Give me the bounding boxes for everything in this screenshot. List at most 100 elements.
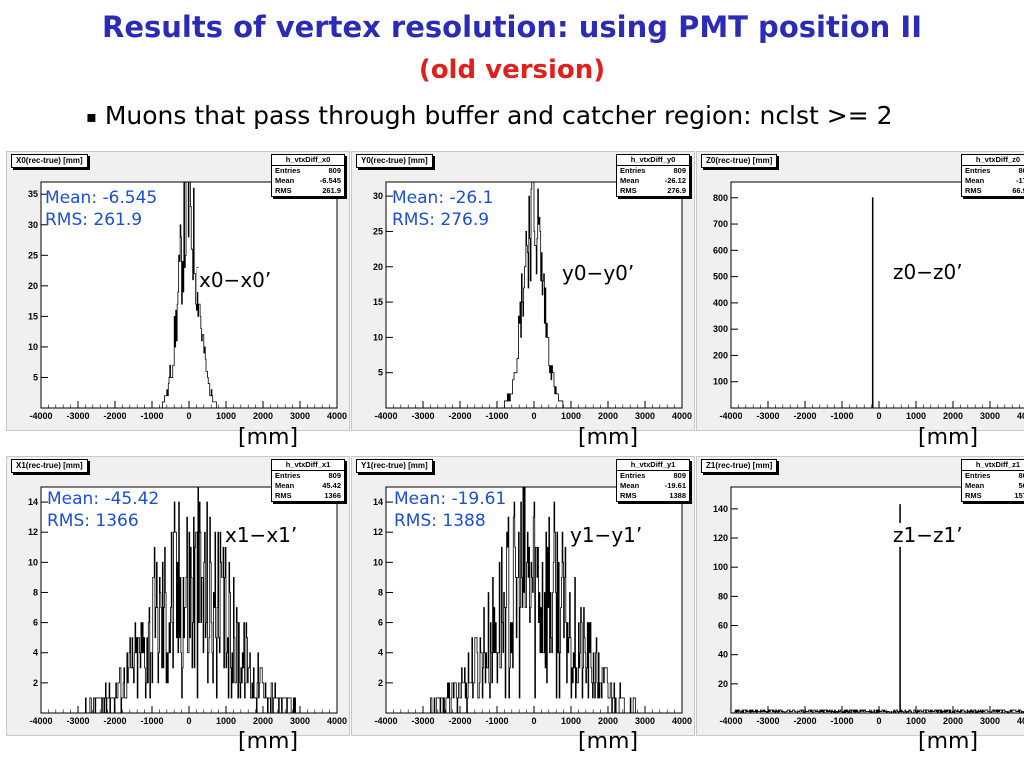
stats-row-mean: Mean 45.42: [272, 481, 344, 491]
histogram-title: Y0(rec-true) [mm]: [356, 154, 433, 168]
stats-key: RMS: [965, 186, 982, 195]
x-tick-label: -3000: [411, 411, 434, 421]
x-tick-label: -3000: [756, 716, 779, 726]
stats-key: Entries: [965, 166, 991, 175]
y-tick-label: 30: [373, 191, 383, 201]
mean-rms-annotation: Mean: -45.42 RMS: 1366: [47, 488, 159, 532]
stats-key: Mean: [620, 481, 640, 490]
x-tick-label: -2000: [793, 411, 816, 421]
stats-row-entries: Entries 809: [962, 166, 1024, 176]
x-tick-label: -3000: [756, 411, 779, 421]
x-tick-label: 1000: [561, 716, 581, 726]
y-tick-label: 20: [718, 679, 728, 689]
x-tick-label: -3000: [66, 411, 89, 421]
x-tick-label: -4000: [29, 716, 52, 726]
histogram-plot-x0: -4000 -3000 -2000 -1000 0 1000 2000 3000 4000 5 10…: [28, 181, 347, 421]
y-tick-label: 20: [373, 262, 383, 272]
y-tick-label: 2: [378, 678, 383, 688]
y-tick-label: 700: [713, 219, 728, 229]
y-tick-label: 140: [713, 504, 728, 514]
y-tick-label: 5: [378, 368, 383, 378]
x-tick-label: 0: [876, 716, 881, 726]
stats-key: Entries: [275, 471, 301, 480]
annotation-rms: RMS: 276.9: [392, 210, 490, 230]
y-tick-label: 100: [713, 562, 728, 572]
stats-row-mean: Mean -175: [962, 176, 1024, 186]
stats-name: h_vtxDiff_y1: [617, 460, 689, 471]
slide-subtitle: (old version): [418, 55, 606, 85]
stats-row-entries: Entries 809: [617, 166, 689, 176]
x-tick-label: 3000: [980, 411, 1000, 421]
variable-label: x0−x0’: [197, 268, 274, 292]
y-tick-label: 500: [713, 272, 728, 282]
y-tick-label: 10: [373, 332, 383, 342]
stats-value: 566: [1018, 481, 1024, 490]
x-tick-label: 3000: [290, 716, 310, 726]
x-tick-label: -1000: [140, 716, 163, 726]
x-tick-label: 0: [186, 411, 191, 421]
y-tick-label: 8: [378, 587, 383, 597]
histogram-plot-z0: -4000 -3000 -2000 -1000 0 1000 2000 3000 4000 100…: [713, 181, 1024, 421]
y-tick-label: 600: [713, 245, 728, 255]
stats-value: 809: [1018, 471, 1024, 480]
stats-row-entries: Entries 809: [962, 471, 1024, 481]
y-tick-label: 25: [28, 250, 38, 260]
histogram-panel-x0: -4000 -3000 -2000 -1000 0 1000 2000 3000 4000 5 10…: [6, 151, 350, 431]
variable-label: z0−z0’: [891, 260, 965, 284]
x-tick-label: 2000: [253, 411, 273, 421]
stats-value: 276.9: [667, 186, 686, 195]
y-tick-label: 35: [28, 189, 38, 199]
annotation-mean: Mean: -45.42: [47, 489, 160, 509]
stats-value: 1388: [669, 491, 686, 500]
x-tick-label: 2000: [598, 411, 618, 421]
unit-label-z0: [mm]: [918, 425, 979, 450]
y-tick-label: 2: [33, 678, 38, 688]
x-tick-label: -2000: [103, 411, 126, 421]
stats-row-mean: Mean -19.61: [617, 481, 689, 491]
x-tick-label: 1000: [906, 411, 926, 421]
y-tick-label: 6: [378, 618, 383, 628]
stats-box: h_vtxDiff_y1 Entries 809 Mean -19.61 RMS 13…: [616, 459, 690, 502]
x-tick-label: 2000: [943, 716, 963, 726]
x-tick-label: -2000: [103, 716, 126, 726]
variable-label: x1−x1’: [223, 523, 300, 547]
x-tick-label: 0: [186, 716, 191, 726]
x-tick-label: 0: [876, 411, 881, 421]
annotation-mean: Mean: -26.1: [392, 188, 494, 208]
x-tick-label: 0: [531, 411, 536, 421]
stats-key: RMS: [275, 186, 292, 195]
stats-value: -19.61: [664, 481, 686, 490]
histogram-title: X1(rec-true) [mm]: [11, 459, 88, 473]
x-tick-label: 2000: [598, 716, 618, 726]
unit-label-y0: [mm]: [578, 425, 639, 450]
x-tick-label: 3000: [980, 716, 1000, 726]
x-tick-label: -4000: [29, 411, 52, 421]
stats-key: Entries: [620, 166, 646, 175]
histogram-series: [386, 486, 682, 714]
mean-rms-annotation: Mean: -6.545 RMS: 261.9: [45, 187, 157, 231]
y-tick-label: 800: [713, 193, 728, 203]
stats-box: h_vtxDiff_x1 Entries 809 Mean 45.42 RMS 136…: [271, 459, 345, 502]
y-tick-label: 25: [373, 226, 383, 236]
stats-value: 261.9: [322, 186, 341, 195]
y-tick-label: 4: [378, 648, 383, 658]
plot-area: [730, 181, 1024, 409]
y-tick-label: 300: [713, 324, 728, 334]
stats-key: Entries: [620, 471, 646, 480]
x-tick-label: 1000: [561, 411, 581, 421]
stats-key: Entries: [965, 471, 991, 480]
stats-value: 1578: [1014, 491, 1024, 500]
stats-box: h_vtxDiff_x0 Entries 809 Mean -6.545 RMS 26…: [271, 154, 345, 197]
histogram-panel-y0: -4000 -3000 -2000 -1000 0 1000 2000 3000 4000 5 10…: [351, 151, 695, 431]
stats-row-rms: RMS 1578: [962, 491, 1024, 501]
x-tick-label: 4000: [327, 411, 347, 421]
stats-key: RMS: [620, 186, 637, 195]
histogram-series: [731, 504, 1024, 714]
histogram-title: Z0(rec-true) [mm]: [701, 154, 778, 168]
histogram-series: [731, 197, 1024, 409]
x-tick-label: -1000: [485, 411, 508, 421]
unit-label-z1: [mm]: [918, 729, 979, 754]
x-tick-label: 1000: [216, 716, 236, 726]
stats-value: 809: [673, 166, 686, 175]
stats-row-entries: Entries 809: [272, 166, 344, 176]
